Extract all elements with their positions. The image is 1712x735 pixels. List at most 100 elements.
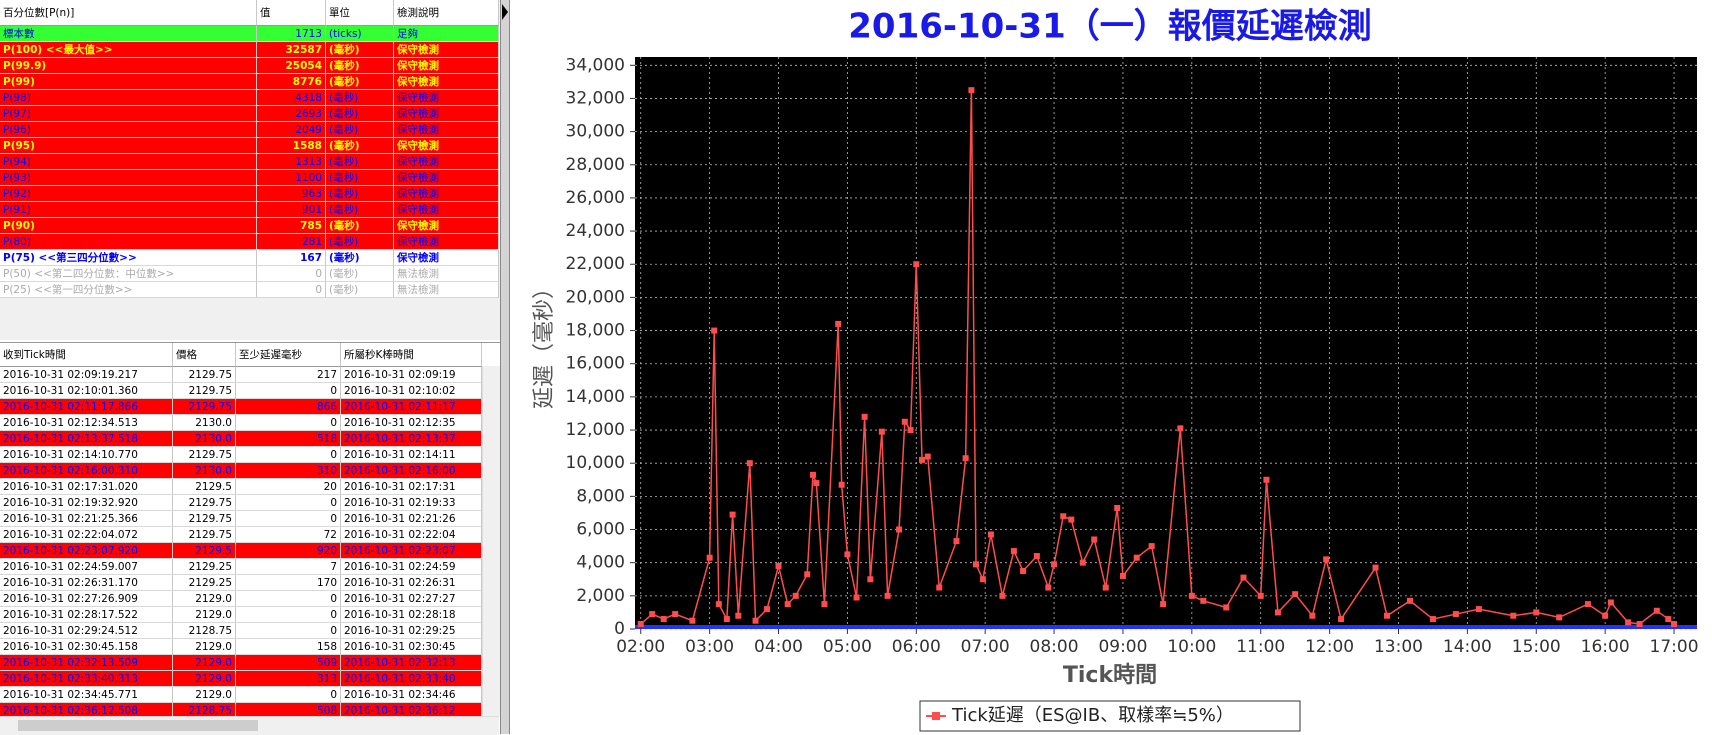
point-marker [1119,572,1126,579]
x-tick-label: 06:00 [892,637,941,657]
table-cell: 509 [236,655,341,671]
table-cell: 2128.75 [173,703,236,717]
table-cell: 保守檢測 [394,186,499,202]
table-cell: 2016-10-31 02:23:07.920 [0,543,173,559]
table-cell: 2016-10-31 02:14:11 [341,447,482,463]
table-cell: (毫秒) [326,234,394,250]
table-cell: 0 [236,607,341,623]
table-cell: 2016-10-31 02:26:31 [341,575,482,591]
table-cell: 2129.5 [173,543,236,559]
point-marker [1060,513,1067,520]
table-cell: 保守檢測 [394,42,499,58]
column-header: 百分位數[P(n)] [0,0,257,26]
table-cell: P(80) [0,234,257,250]
table-cell: 保守檢測 [394,202,499,218]
table-cell: 1588 [257,138,326,154]
point-marker [715,601,722,608]
table-cell: 2129.75 [173,447,236,463]
table-cell: (毫秒) [326,250,394,266]
point-marker [689,617,696,624]
column-header: 單位 [326,0,394,26]
table-cell: 32587 [257,42,326,58]
point-marker [723,616,730,623]
table-cell: 2016-10-31 02:29:25 [341,623,482,639]
table-cell: 保守檢測 [394,154,499,170]
table-cell: (毫秒) [326,186,394,202]
table-cell: 1313 [257,154,326,170]
y-tick-label: 2,000 [576,586,625,606]
point-marker [936,584,943,591]
point-marker [1200,597,1207,604]
splitter[interactable] [500,0,510,734]
table-cell: 2016-10-31 02:34:45.771 [0,687,173,703]
y-tick-label: 0 [614,619,625,639]
point-marker [838,481,845,488]
scroll-thumb[interactable] [18,720,258,731]
table-cell: 2129.75 [173,511,236,527]
point-marker [649,611,656,618]
y-tick-label: 12,000 [566,420,625,440]
table-cell: 保守檢測 [394,234,499,250]
table-cell: (毫秒) [326,202,394,218]
point-marker [1033,553,1040,560]
point-marker [1114,504,1121,511]
point-marker [1160,601,1167,608]
vertical-scrollbar[interactable] [482,366,500,716]
table-cell: 2016-10-31 02:19:33 [341,495,482,511]
point-marker [835,320,842,327]
point-marker [1309,612,1316,619]
x-tick-label: 05:00 [823,637,872,657]
table-cell: 2016-10-31 02:28:18 [341,607,482,623]
table-cell: 7 [236,559,341,575]
table-cell: P(95) [0,138,257,154]
point-marker [1636,621,1643,628]
table-cell: 1100 [257,170,326,186]
x-tick-label: 10:00 [1167,637,1216,657]
table-cell: 313 [236,671,341,687]
x-tick-label: 02:00 [616,637,665,657]
table-cell: 4318 [257,90,326,106]
table-cell: (毫秒) [326,122,394,138]
table-cell: 0 [236,511,341,527]
point-marker [878,428,885,435]
table-cell: 保守檢測 [394,58,499,74]
point-marker [1475,606,1482,613]
table-cell: 2016-10-31 02:13:37.518 [0,431,173,447]
table-cell: 2016-10-31 02:14:10.770 [0,447,173,463]
table-cell: 310 [236,463,341,479]
point-marker [979,576,986,583]
table-cell: 保守檢測 [394,106,499,122]
table-cell: 2016-10-31 02:34:46 [341,687,482,703]
table-cell: 20 [236,479,341,495]
point-marker [1133,554,1140,561]
point-marker [1010,548,1017,555]
point-marker [907,427,914,434]
table-cell: 2130.0 [173,431,236,447]
table-cell: 2129.0 [173,687,236,703]
point-marker [1240,574,1247,581]
table-cell: 170 [236,575,341,591]
table-cell: P(92) [0,186,257,202]
point-marker [711,327,718,334]
point-marker [953,538,960,545]
point-marker [813,480,820,487]
horizontal-scrollbar[interactable] [0,716,499,735]
point-marker [1584,601,1591,608]
table-cell: 2049 [257,122,326,138]
point-marker [1292,591,1299,598]
point-marker [1452,611,1459,618]
table-cell: 足夠 [394,26,499,42]
table-cell: 167 [257,250,326,266]
table-cell: 2129.75 [173,383,236,399]
point-marker [804,571,811,578]
point-marker [987,531,994,538]
column-header: 所屬秒K棒時間 [341,343,482,367]
y-tick-label: 16,000 [566,354,625,374]
point-marker [775,562,782,569]
column-header: 檢測說明 [394,0,499,26]
table-cell: 2016-10-31 02:23:07 [341,543,482,559]
table-cell: 281 [257,234,326,250]
point-marker [1665,616,1672,623]
